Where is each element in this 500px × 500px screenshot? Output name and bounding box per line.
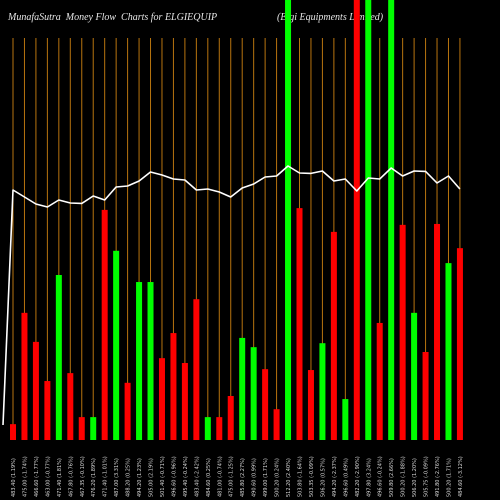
money-flow-bar: [90, 417, 97, 440]
money-flow-bar: [78, 417, 85, 440]
x-tick-label: 475.00 (-1.74%): [22, 456, 28, 497]
x-tick-label: 500.20 (-1.88%): [401, 456, 407, 497]
price-line: [2, 165, 461, 426]
money-flow-bar: [399, 224, 406, 440]
x-tick-label: 506.20 (1.20%): [412, 458, 418, 497]
money-flow-bar: [434, 223, 441, 440]
money-flow-bar: [376, 322, 383, 440]
money-flow-bar: [67, 373, 74, 440]
x-tick-label: 491.80 (-2.76%): [435, 456, 441, 497]
money-flow-bar: [330, 231, 337, 440]
money-flow-bar: [32, 341, 39, 440]
x-tick-label: 483.40 (1.19%): [11, 458, 17, 497]
money-flow-bar: [250, 347, 257, 440]
money-flow-bar: [307, 370, 314, 440]
money-flow-bar: [136, 282, 143, 440]
money-flow-bar: [193, 299, 200, 440]
x-tick-label: 509.80 (2.66%): [389, 458, 395, 497]
x-tick-label: 481.00 (-0.74%): [217, 456, 223, 497]
money-flow-bar: [262, 369, 269, 440]
money-flow-bar: [44, 381, 51, 440]
company-name: (Elgi Equipments Limited): [277, 12, 384, 23]
money-flow-bar: [365, 0, 372, 440]
x-tick-label: 482.20 (-2.90%): [355, 456, 361, 497]
x-tick-label: 494.20 (1.23%): [137, 458, 143, 497]
x-tick-label: 496.60 (-0.96%): [171, 456, 177, 497]
money-flow-bar: [239, 337, 246, 440]
money-flow-bar: [147, 282, 154, 440]
money-flow-bar: [158, 358, 165, 440]
x-tick-label: 466.60 (-1.77%): [34, 456, 40, 497]
x-tick-label: 503.80 (-1.64%): [298, 456, 304, 497]
money-flow-bar: [342, 399, 349, 440]
price-line-layer: [2, 165, 461, 426]
x-tick-label: 503.35 (-0.09%): [309, 456, 315, 497]
x-tick-label: 497.80 (3.24%): [366, 458, 372, 497]
x-tick-label: 475.00 (-1.25%): [229, 456, 235, 497]
x-tick-label: 467.80 (-0.76%): [68, 456, 74, 497]
x-tick-label: 483.40 (-2.42%): [194, 456, 200, 497]
money-flow-bar: [216, 417, 223, 440]
x-tick-label: 505.00 (2.19%): [149, 458, 155, 497]
money-flow-bar: [353, 0, 360, 440]
x-tick-label: 463.00 (-0.77%): [45, 456, 51, 497]
x-tick-label: 485.80 (2.27%): [240, 458, 246, 497]
money-flow-bar: [388, 0, 395, 440]
x-tick-label: 501.40 (-0.71%): [160, 456, 166, 497]
x-tick-label: 499.00 (1.71%): [263, 458, 269, 497]
x-tick-label: 506.20 (0.57%): [320, 458, 326, 497]
x-tick-label: 467.35 (-0.10%): [80, 456, 86, 497]
x-tick-label: 496.60 (0.49%): [343, 458, 349, 497]
x-tick-label: 495.40 (-0.24%): [183, 456, 189, 497]
x-tick-label: 496.60 (-0.24%): [378, 456, 384, 497]
money-flow-bar: [319, 343, 326, 440]
money-flow-bar: [296, 208, 303, 440]
money-flow-bar: [170, 333, 177, 440]
x-tick-label: 494.20 (-2.37%): [332, 456, 338, 497]
money-flow-bar: [273, 409, 280, 440]
money-flow-bar: [285, 0, 292, 440]
money-flow-bar: [101, 209, 108, 440]
chart-title: MunafaSutra Money Flow Charts for ELGIEQ…: [7, 12, 217, 23]
money-flow-bar: [21, 312, 28, 440]
x-tick-label: 500.20 (1.71%): [446, 458, 452, 497]
money-flow-bar: [227, 396, 234, 440]
money-flow-bar: [124, 382, 131, 440]
x-tick-label: 512.20 (2.40%): [286, 458, 292, 497]
x-axis-labels: 483.40 (1.19%) 475.00 (-1.74%) 466.60 (-1.…: [11, 456, 464, 497]
money-flow-bar: [422, 352, 429, 440]
money-flow-bar: [55, 275, 62, 440]
x-tick-label: 484.60 (-3.12%): [458, 456, 464, 497]
x-tick-label: 490.60 (0.99%): [252, 458, 258, 497]
money-flow-bar: [411, 312, 418, 440]
x-tick-label: 484.60 (0.25%): [206, 458, 212, 497]
money-flow-bar: [456, 248, 463, 440]
x-tick-label: 471.40 (-1.01%): [103, 456, 109, 497]
x-tick-label: 487.00 (3.31%): [114, 458, 120, 497]
money-flow-bar: [113, 250, 120, 440]
money-flow-bar: [10, 424, 16, 440]
x-tick-label: 500.20 (0.24%): [275, 458, 281, 497]
x-tick-label: 488.20 (0.25%): [126, 458, 132, 497]
money-flow-bar: [181, 363, 188, 440]
x-tick-label: 476.20 (1.89%): [91, 458, 97, 497]
money-flow-bar: [445, 263, 452, 440]
x-tick-label: 505.75 (-0.09%): [424, 456, 430, 497]
money-flow-bars: [10, 0, 463, 440]
x-tick-label: 471.40 (1.81%): [57, 458, 63, 497]
money-flow-bar: [204, 417, 211, 440]
